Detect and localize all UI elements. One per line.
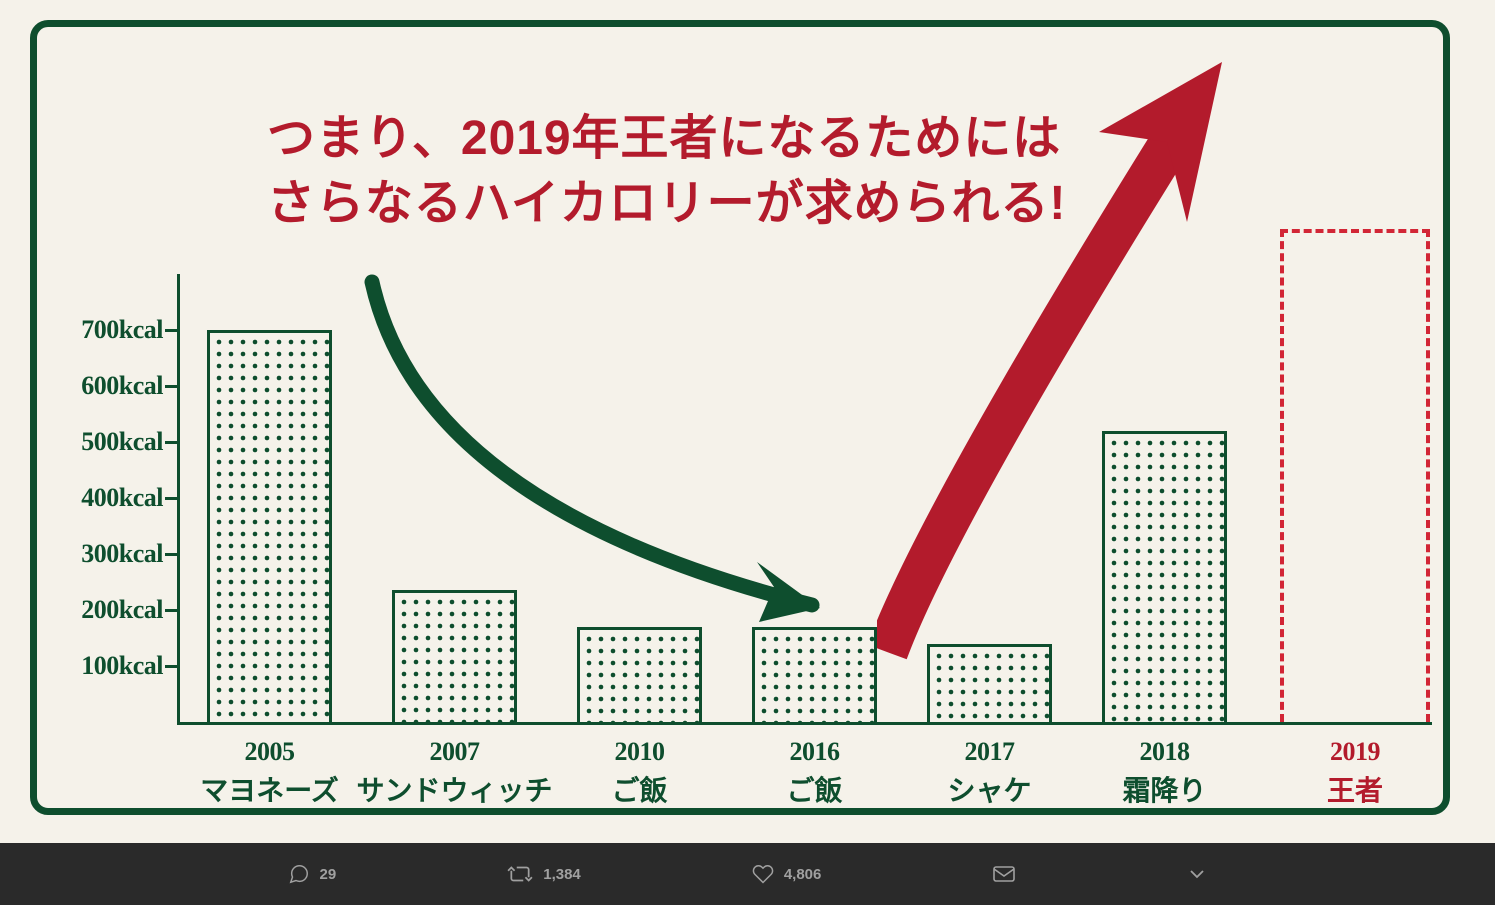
reply-count: 29 bbox=[320, 866, 337, 883]
x-category-label: 2019王者 bbox=[1255, 737, 1455, 809]
retweet-action[interactable]: 1,384 bbox=[507, 863, 581, 885]
bar bbox=[927, 644, 1052, 722]
x-name: ご飯 bbox=[540, 769, 740, 809]
retweet-count: 1,384 bbox=[543, 866, 581, 883]
x-category-label: 2017シャケ bbox=[890, 737, 1090, 809]
x-category-label: 2005マヨネーズ bbox=[170, 737, 370, 809]
x-year: 2007 bbox=[355, 737, 555, 767]
x-year: 2019 bbox=[1255, 737, 1455, 767]
y-axis-label: 700kcal bbox=[81, 315, 163, 345]
x-name: ご飯 bbox=[715, 769, 915, 809]
bar bbox=[207, 330, 332, 722]
reply-icon bbox=[288, 863, 310, 885]
x-axis bbox=[177, 722, 1432, 725]
chevron-down-icon bbox=[1187, 864, 1207, 884]
like-action[interactable]: 4,806 bbox=[752, 863, 822, 885]
x-name: サンドウィッチ bbox=[355, 769, 555, 809]
x-category-label: 2016ご飯 bbox=[715, 737, 915, 809]
chart-title: つまり、2019年王者になるためには さらなるハイカロリーが求められる! bbox=[267, 107, 1066, 237]
x-year: 2010 bbox=[540, 737, 740, 767]
x-year: 2005 bbox=[170, 737, 370, 767]
bar bbox=[752, 627, 877, 722]
x-name: 霜降り bbox=[1065, 769, 1265, 809]
bar-edge bbox=[1280, 229, 1430, 233]
bar-projected bbox=[1280, 229, 1430, 722]
social-footer: 29 1,384 4,806 bbox=[0, 843, 1495, 905]
y-tick bbox=[165, 497, 177, 500]
envelope-icon bbox=[992, 864, 1016, 884]
x-name: 王者 bbox=[1255, 769, 1455, 809]
x-category-label: 2010ご飯 bbox=[540, 737, 740, 809]
x-category-label: 2007サンドウィッチ bbox=[355, 737, 555, 809]
title-line-2: さらなるハイカロリーが求められる! bbox=[267, 177, 1066, 230]
heart-icon bbox=[752, 863, 774, 885]
bar bbox=[1102, 431, 1227, 722]
share-action[interactable] bbox=[992, 864, 1016, 884]
bar bbox=[392, 590, 517, 722]
x-year: 2017 bbox=[890, 737, 1090, 767]
x-year: 2018 bbox=[1065, 737, 1265, 767]
y-tick bbox=[165, 553, 177, 556]
y-axis bbox=[177, 274, 180, 722]
reply-action[interactable]: 29 bbox=[288, 863, 337, 885]
y-axis-label: 400kcal bbox=[81, 483, 163, 513]
bar bbox=[577, 627, 702, 722]
y-axis-label: 100kcal bbox=[81, 651, 163, 681]
y-axis-label: 300kcal bbox=[81, 539, 163, 569]
x-year: 2016 bbox=[715, 737, 915, 767]
bar-edge bbox=[1280, 229, 1284, 722]
footer-actions: 29 1,384 4,806 bbox=[288, 863, 1208, 885]
y-tick bbox=[165, 609, 177, 612]
y-tick bbox=[165, 385, 177, 388]
title-line-1: つまり、2019年王者になるためには bbox=[267, 112, 1061, 165]
y-tick bbox=[165, 329, 177, 332]
y-axis-label: 200kcal bbox=[81, 595, 163, 625]
x-name: シャケ bbox=[890, 769, 1090, 809]
y-axis-label: 500kcal bbox=[81, 427, 163, 457]
x-name: マヨネーズ bbox=[170, 769, 370, 809]
y-axis-label: 600kcal bbox=[81, 371, 163, 401]
y-tick bbox=[165, 441, 177, 444]
retweet-icon bbox=[507, 863, 533, 885]
x-category-label: 2018霜降り bbox=[1065, 737, 1265, 809]
y-tick bbox=[165, 665, 177, 668]
like-count: 4,806 bbox=[784, 866, 822, 883]
more-action[interactable] bbox=[1187, 864, 1207, 884]
chart-card: つまり、2019年王者になるためには さらなるハイカロリーが求められる! 100… bbox=[30, 20, 1450, 815]
bar-edge bbox=[1426, 229, 1430, 722]
